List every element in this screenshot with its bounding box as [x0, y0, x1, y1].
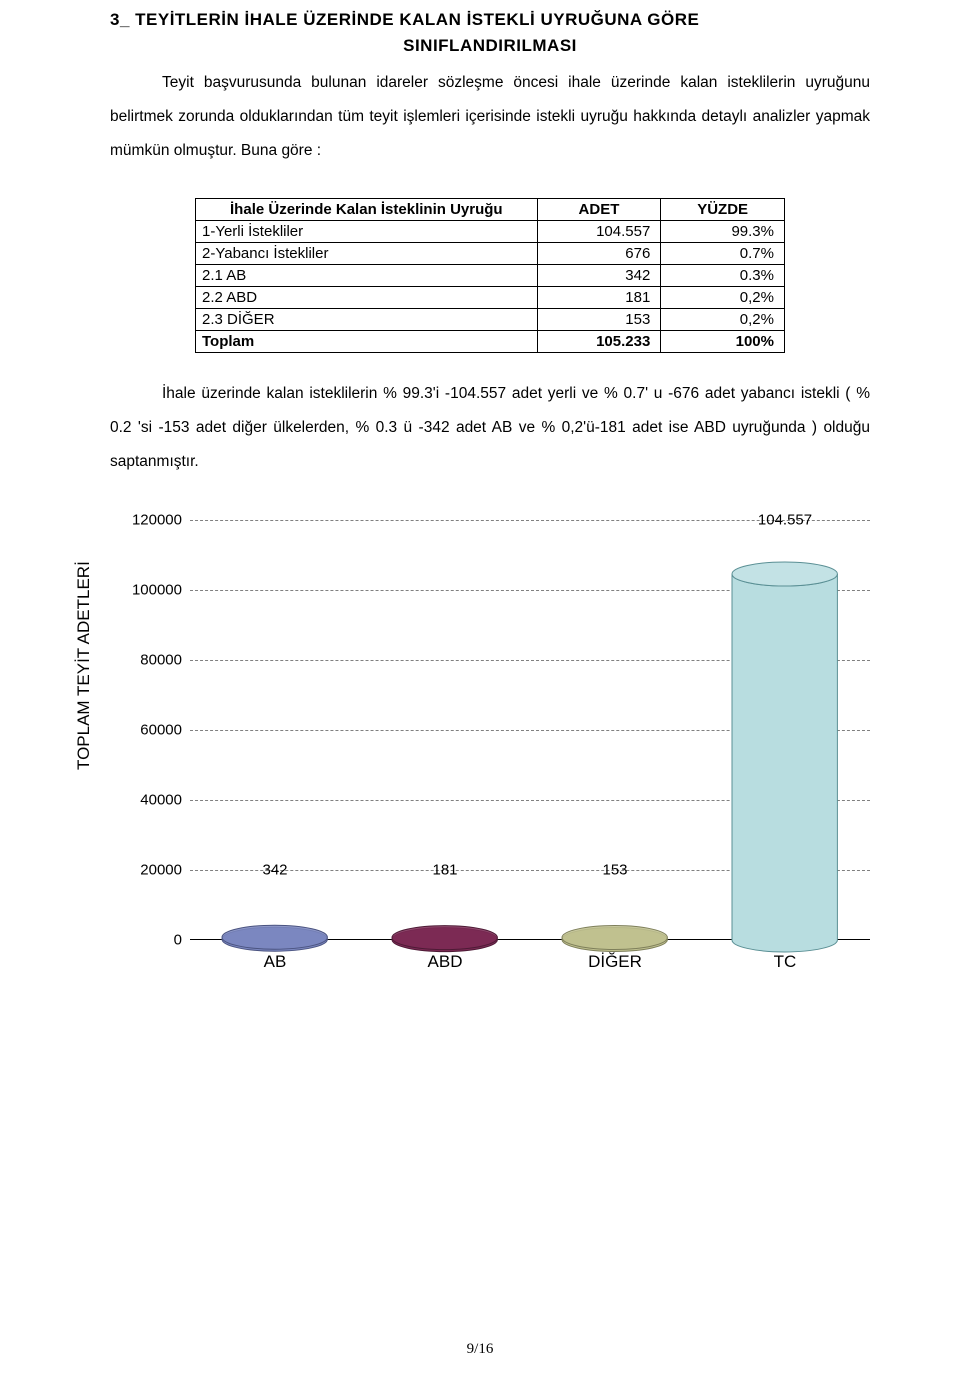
cell-label: 2.1 AB — [196, 265, 538, 287]
bar-cylinder — [392, 927, 497, 952]
table-row: 2.2 ABD 181 0,2% — [196, 287, 785, 309]
th-col1: ADET — [537, 199, 661, 221]
cell-label: 2-Yabancı İstekliler — [196, 243, 538, 265]
y-axis-title: TOPLAM TEYİT ADETLERİ — [74, 561, 94, 770]
table-row: 2-Yabancı İstekliler 676 0.7% — [196, 243, 785, 265]
x-category-label: ABD — [428, 952, 463, 972]
x-category-label: AB — [264, 952, 287, 972]
chart: TOPLAM TEYİT ADETLERİ 020000400006000080… — [110, 520, 870, 1020]
cell-adet: 105.233 — [537, 331, 661, 353]
heading-line1: 3_ TEYİTLERİN İHALE ÜZERİNDE KALAN İSTEK… — [110, 10, 870, 30]
cell-yuzde: 0.3% — [661, 265, 785, 287]
plot-area: 020000400006000080000100000120000342AB18… — [190, 520, 870, 940]
bar-cylinder — [562, 927, 667, 952]
table-row: 1-Yerli İstekliler 104.557 99.3% — [196, 221, 785, 243]
th-col0: İhale Üzerinde Kalan İsteklinin Uyruğu — [196, 199, 538, 221]
cell-adet: 104.557 — [537, 221, 661, 243]
table-row: 2.3 DİĞER 153 0,2% — [196, 309, 785, 331]
cell-yuzde: 99.3% — [661, 221, 785, 243]
cell-label: 1-Yerli İstekliler — [196, 221, 538, 243]
paragraph-1: Teyit başvurusunda bulunan idareler sözl… — [110, 66, 870, 168]
y-tick-label: 60000 — [122, 721, 182, 738]
cell-yuzde: 0,2% — [661, 309, 785, 331]
cell-adet: 153 — [537, 309, 661, 331]
cell-label: 2.2 ABD — [196, 287, 538, 309]
heading-line2: SINIFLANDIRILMASI — [110, 36, 870, 56]
table-row: 2.1 AB 342 0.3% — [196, 265, 785, 287]
bar-value-label: 104.557 — [758, 511, 812, 528]
cell-label: Toplam — [196, 331, 538, 353]
data-table: İhale Üzerinde Kalan İsteklinin Uyruğu A… — [195, 198, 785, 353]
cell-yuzde: 100% — [661, 331, 785, 353]
y-tick-label: 120000 — [122, 511, 182, 528]
cell-yuzde: 0.7% — [661, 243, 785, 265]
paragraph-2: İhale üzerinde kalan isteklilerin % 99.3… — [110, 377, 870, 479]
bar-value-label: 153 — [602, 861, 627, 878]
cell-adet: 181 — [537, 287, 661, 309]
bar-value-label: 342 — [262, 861, 287, 878]
bar-cylinder — [222, 926, 327, 951]
y-tick-label: 80000 — [122, 651, 182, 668]
bar-cylinder — [732, 562, 837, 952]
cell-adet: 342 — [537, 265, 661, 287]
y-tick-label: 40000 — [122, 791, 182, 808]
table-row-total: Toplam 105.233 100% — [196, 331, 785, 353]
th-col2: YÜZDE — [661, 199, 785, 221]
cell-yuzde: 0,2% — [661, 287, 785, 309]
y-tick-label: 20000 — [122, 861, 182, 878]
y-tick-label: 0 — [122, 931, 182, 948]
x-category-label: DİĞER — [588, 952, 642, 972]
y-tick-label: 100000 — [122, 581, 182, 598]
x-category-label: TC — [774, 952, 797, 972]
cell-adet: 676 — [537, 243, 661, 265]
bar-value-label: 181 — [432, 861, 457, 878]
page-number: 9/16 — [0, 1341, 960, 1358]
cell-label: 2.3 DİĞER — [196, 309, 538, 331]
